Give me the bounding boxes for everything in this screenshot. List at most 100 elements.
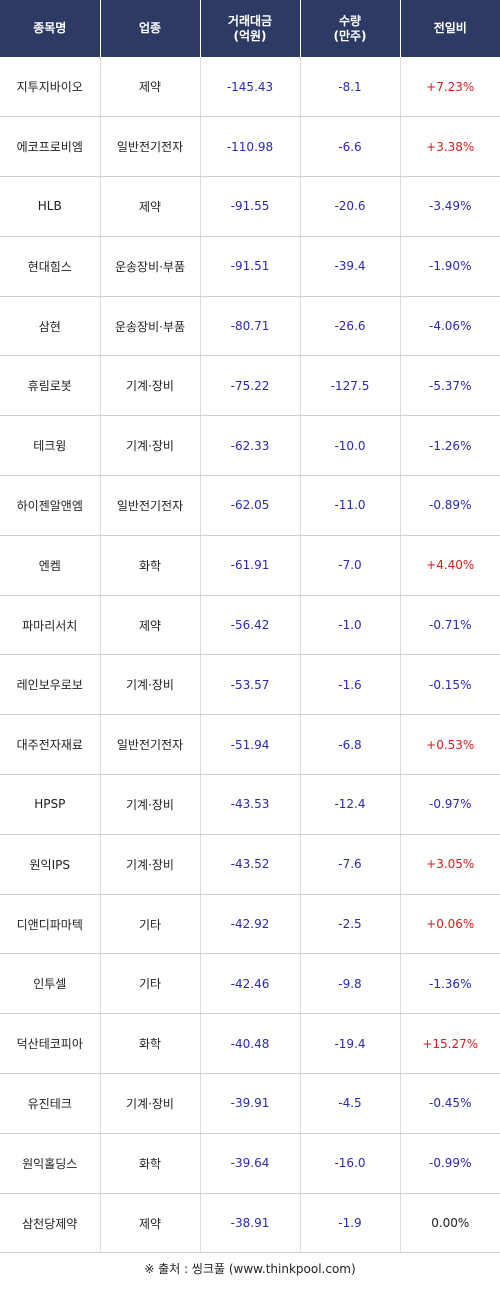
header-name-label: 종목명 xyxy=(33,21,67,35)
amount-cell: -43.53 xyxy=(199,774,300,835)
amount-cell: -51.94 xyxy=(199,714,300,776)
qty-cell: -11.0 xyxy=(299,475,400,536)
qty-cell: -12.4 xyxy=(299,774,400,835)
sector-cell: 기타 xyxy=(99,953,200,1015)
stock-name-cell: 에코프로비엠 xyxy=(0,116,100,178)
header-qty-unit: (만주) xyxy=(333,28,367,43)
change-cell: +3.38% xyxy=(399,116,500,178)
amount-cell: -42.46 xyxy=(199,953,300,1015)
sector-cell: 제약 xyxy=(99,176,200,237)
table-row: 원익홀딩스 화학 -39.64 -16.0 -0.99% xyxy=(0,1133,500,1194)
stock-name-cell: 덕산테코피아 xyxy=(0,1013,100,1075)
amount-cell: -91.51 xyxy=(199,236,300,297)
table-row: 인투셀 기타 -42.46 -9.8 -1.36% xyxy=(0,953,500,1015)
change-cell: -4.06% xyxy=(399,296,500,357)
amount-cell: -42.92 xyxy=(199,894,300,955)
stock-name-cell: 현대힘스 xyxy=(0,236,100,297)
sector-cell: 기계·장비 xyxy=(99,355,200,417)
amount-cell: -39.91 xyxy=(199,1073,300,1134)
qty-cell: -39.4 xyxy=(299,236,400,297)
sector-cell: 화학 xyxy=(99,535,200,596)
amount-cell: -40.48 xyxy=(199,1013,300,1075)
sector-cell: 화학 xyxy=(99,1013,200,1075)
change-cell: -3.49% xyxy=(399,176,500,237)
qty-cell: -8.1 xyxy=(299,57,400,118)
change-cell: -0.15% xyxy=(399,654,500,716)
stock-name-cell: 원익IPS xyxy=(0,834,100,895)
qty-cell: -7.6 xyxy=(299,834,400,895)
table-row: 디앤디파마텍 기타 -42.92 -2.5 +0.06% xyxy=(0,894,500,955)
change-cell: -0.99% xyxy=(399,1133,500,1194)
stock-name-cell: 테크윙 xyxy=(0,415,100,477)
header-change-label: 전일비 xyxy=(433,21,467,35)
stock-name-cell: 파마리서치 xyxy=(0,595,100,656)
change-cell: +0.06% xyxy=(399,894,500,955)
qty-cell: -19.4 xyxy=(299,1013,400,1075)
table-row: 에코프로비엠 일반전기전자 -110.98 -6.6 +3.38% xyxy=(0,116,500,178)
sector-cell: 운송장비·부품 xyxy=(99,296,200,357)
amount-cell: -61.91 xyxy=(199,535,300,596)
stock-name-cell: 인투셀 xyxy=(0,953,100,1015)
qty-cell: -26.6 xyxy=(299,296,400,357)
amount-cell: -53.57 xyxy=(199,654,300,716)
sector-cell: 일반전기전자 xyxy=(99,116,200,178)
stock-name-cell: HPSP xyxy=(0,774,100,835)
stock-name-cell: 삼천당제약 xyxy=(0,1193,100,1254)
change-cell: -0.97% xyxy=(399,774,500,835)
change-cell: +15.27% xyxy=(399,1013,500,1075)
sector-cell: 일반전기전자 xyxy=(99,475,200,536)
amount-cell: -75.22 xyxy=(199,355,300,417)
header-sector: 업종 xyxy=(99,0,201,57)
sector-cell: 제약 xyxy=(99,595,200,656)
change-cell: -0.45% xyxy=(399,1073,500,1134)
amount-cell: -80.71 xyxy=(199,296,300,357)
header-qty: 수량 (만주) xyxy=(299,0,401,57)
change-cell: -1.36% xyxy=(399,953,500,1015)
qty-cell: -1.6 xyxy=(299,654,400,716)
stock-name-cell: 원익홀딩스 xyxy=(0,1133,100,1194)
header-amount-unit: (억원) xyxy=(233,28,267,43)
table-row: 하이젠알앤엠 일반전기전자 -62.05 -11.0 -0.89% xyxy=(0,475,500,536)
change-cell: 0.00% xyxy=(399,1193,500,1254)
amount-cell: -62.33 xyxy=(199,415,300,477)
table-row: 파마리서치 제약 -56.42 -1.0 -0.71% xyxy=(0,595,500,656)
qty-cell: -10.0 xyxy=(299,415,400,477)
qty-cell: -1.9 xyxy=(299,1193,400,1254)
amount-cell: -110.98 xyxy=(199,116,300,178)
amount-cell: -43.52 xyxy=(199,834,300,895)
stock-name-cell: 유진테크 xyxy=(0,1073,100,1134)
qty-cell: -6.8 xyxy=(299,714,400,776)
header-name: 종목명 xyxy=(0,0,101,57)
table-row: 엔켐 화학 -61.91 -7.0 +4.40% xyxy=(0,535,500,596)
change-cell: -1.90% xyxy=(399,236,500,297)
qty-cell: -1.0 xyxy=(299,595,400,656)
change-cell: -0.71% xyxy=(399,595,500,656)
header-qty-label: 수량 xyxy=(338,13,362,28)
stock-name-cell: 휴림로봇 xyxy=(0,355,100,417)
table-row: 원익IPS 기계·장비 -43.52 -7.6 +3.05% xyxy=(0,834,500,895)
table-row: 지투지바이오 제약 -145.43 -8.1 +7.23% xyxy=(0,57,500,118)
table-row: 휴림로봇 기계·장비 -75.22 -127.5 -5.37% xyxy=(0,355,500,417)
table-row: 덕산테코피아 화학 -40.48 -19.4 +15.27% xyxy=(0,1013,500,1075)
stock-table: 종목명 업종 거래대금 (억원) 수량 (만주) 전일비 지투지바이오 제약 -145.… xyxy=(0,0,500,1254)
sector-cell: 제약 xyxy=(99,57,200,118)
amount-cell: -38.91 xyxy=(199,1193,300,1254)
stock-name-cell: 레인보우로보 xyxy=(0,654,100,716)
sector-cell: 기타 xyxy=(99,894,200,955)
change-cell: +4.40% xyxy=(399,535,500,596)
sector-cell: 기계·장비 xyxy=(99,774,200,835)
source-note: ※ 출처 : 씽크풀 (www.thinkpool.com) xyxy=(144,1262,356,1276)
table-row: 유진테크 기계·장비 -39.91 -4.5 -0.45% xyxy=(0,1073,500,1134)
table-header: 종목명 업종 거래대금 (억원) 수량 (만주) 전일비 xyxy=(0,0,500,57)
stock-name-cell: 디앤디파마텍 xyxy=(0,894,100,955)
sector-cell: 기계·장비 xyxy=(99,654,200,716)
change-cell: -0.89% xyxy=(399,475,500,536)
change-cell: -1.26% xyxy=(399,415,500,477)
sector-cell: 기계·장비 xyxy=(99,1073,200,1134)
amount-cell: -39.64 xyxy=(199,1133,300,1194)
sector-cell: 기계·장비 xyxy=(99,415,200,477)
amount-cell: -91.55 xyxy=(199,176,300,237)
stock-name-cell: 대주전자재료 xyxy=(0,714,100,776)
qty-cell: -2.5 xyxy=(299,894,400,955)
